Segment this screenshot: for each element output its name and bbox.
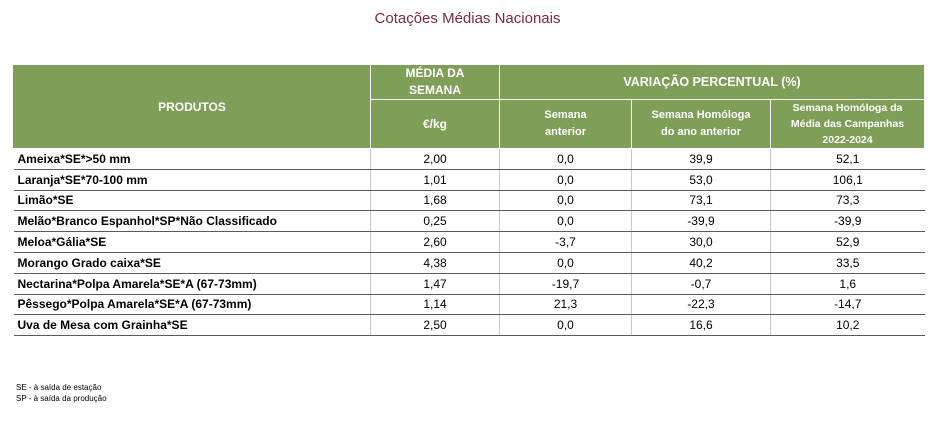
header-media-line1: MÉDIA DA — [405, 66, 465, 80]
cell-produto: Nectarina*Polpa Amarela*SE*A (67-73mm) — [13, 273, 371, 295]
cell-homologa-media: 73,3 — [770, 190, 925, 212]
header-sub3-line2: Média das Campanhas — [790, 118, 905, 130]
cell-produto: Meloa*Gália*SE — [13, 231, 371, 253]
cell-homologa-media: 52,1 — [770, 148, 925, 170]
cell-media: 2,50 — [370, 314, 500, 337]
cell-media: 1,14 — [370, 294, 500, 316]
cell-homologa-ano: -0,7 — [631, 273, 771, 295]
cell-homologa-ano: -22,3 — [631, 294, 771, 316]
header-semana-homologa-ano: Semana Homóloga do ano anterior — [631, 99, 771, 149]
cell-homologa-ano: -39,9 — [631, 210, 771, 233]
cell-media: 4,38 — [370, 252, 500, 274]
cell-produto: Melão*Branco Espanhol*SP*Não Classificad… — [13, 210, 371, 233]
table-row: Uva de Mesa com Grainha*SE 2,50 0,0 16,6… — [13, 314, 925, 337]
cell-produto: Laranja*SE*70-100 mm — [13, 169, 371, 191]
footnote-se: SE - à saída de estação — [16, 383, 102, 392]
header-unit: €/kg — [370, 99, 500, 149]
cell-homologa-ano: 30,0 — [631, 231, 771, 253]
cell-semana-anterior: 0,0 — [499, 314, 632, 337]
cell-homologa-media: 33,5 — [770, 252, 925, 274]
cell-homologa-media: -39,9 — [770, 210, 925, 233]
cell-semana-anterior: 0,0 — [499, 252, 632, 274]
cell-media: 1,47 — [370, 273, 500, 295]
cell-semana-anterior: 0,0 — [499, 210, 632, 233]
header-sub3-line3: 2022-2024 — [822, 134, 873, 146]
cell-media: 2,60 — [370, 231, 500, 253]
cell-homologa-ano: 73,1 — [631, 190, 771, 212]
cell-homologa-media: -14,7 — [770, 294, 925, 316]
cell-produto: Morango Grado caixa*SE — [13, 252, 371, 274]
table-row: Limão*SE 1,68 0,0 73,1 73,3 — [13, 190, 925, 212]
table-row: Pêssego*Polpa Amarela*SE*A (67-73mm) 1,1… — [13, 294, 925, 316]
header-semana-homologa-media: Semana Homóloga da Média das Campanhas 2… — [770, 99, 925, 149]
table-row: Melão*Branco Espanhol*SP*Não Classificad… — [13, 210, 925, 233]
table-header: PRODUTOS MÉDIA DA SEMANA VARIAÇÃO PERCEN… — [13, 64, 925, 149]
header-sub3-line1: Semana Homóloga da — [792, 102, 903, 114]
footnote-sp: SP - à saída da produção — [16, 394, 107, 403]
cell-semana-anterior: 0,0 — [499, 148, 632, 170]
cell-produto: Uva de Mesa com Grainha*SE — [13, 314, 371, 337]
cell-semana-anterior: -19,7 — [499, 273, 632, 295]
cell-produto: Limão*SE — [13, 190, 371, 212]
cell-homologa-media: 106,1 — [770, 169, 925, 191]
cell-media: 1,68 — [370, 190, 500, 212]
cell-semana-anterior: 0,0 — [499, 169, 632, 191]
cell-semana-anterior: -3,7 — [499, 231, 632, 253]
header-sub1-line1: Semana — [544, 109, 587, 121]
table-row: Meloa*Gália*SE 2,60 -3,7 30,0 52,9 — [13, 231, 925, 253]
cell-produto: Ameixa*SE*>50 mm — [13, 148, 371, 170]
cell-semana-anterior: 0,0 — [499, 190, 632, 212]
cell-media: 2,00 — [370, 148, 500, 170]
cell-homologa-media: 10,2 — [770, 314, 925, 337]
page-title: Cotações Médias Nacionais — [374, 10, 561, 27]
cell-homologa-ano: 40,2 — [631, 252, 771, 274]
cell-semana-anterior: 21,3 — [499, 294, 632, 316]
table-row: Ameixa*SE*>50 mm 2,00 0,0 39,9 52,1 — [13, 148, 925, 170]
header-sub1-line2: anterior — [545, 126, 586, 138]
header-variacao-percentual: VARIAÇÃO PERCENTUAL (%) — [499, 64, 925, 100]
header-sub2-line1: Semana Homóloga — [651, 109, 751, 121]
prices-table: PRODUTOS MÉDIA DA SEMANA VARIAÇÃO PERCEN… — [13, 64, 925, 337]
cell-homologa-ano: 16,6 — [631, 314, 771, 337]
table-row: Laranja*SE*70-100 mm 1,01 0,0 53,0 106,1 — [13, 169, 925, 191]
cell-homologa-ano: 39,9 — [631, 148, 771, 170]
cell-produto: Pêssego*Polpa Amarela*SE*A (67-73mm) — [13, 294, 371, 316]
header-media-semana: MÉDIA DA SEMANA — [370, 64, 500, 100]
cell-homologa-media: 52,9 — [770, 231, 925, 253]
cell-media: 1,01 — [370, 169, 500, 191]
table-row: Nectarina*Polpa Amarela*SE*A (67-73mm) 1… — [13, 273, 925, 295]
header-semana-anterior: Semana anterior — [499, 99, 632, 149]
table-body: Ameixa*SE*>50 mm 2,00 0,0 39,9 52,1 Lara… — [13, 148, 925, 337]
header-media-line2: SEMANA — [408, 83, 461, 97]
cell-homologa-ano: 53,0 — [631, 169, 771, 191]
cell-homologa-media: 1,6 — [770, 273, 925, 295]
table-row: Morango Grado caixa*SE 4,38 0,0 40,2 33,… — [13, 252, 925, 274]
cell-media: 0,25 — [370, 210, 500, 233]
header-produtos: PRODUTOS — [13, 64, 371, 149]
header-sub2-line2: do ano anterior — [660, 126, 742, 138]
